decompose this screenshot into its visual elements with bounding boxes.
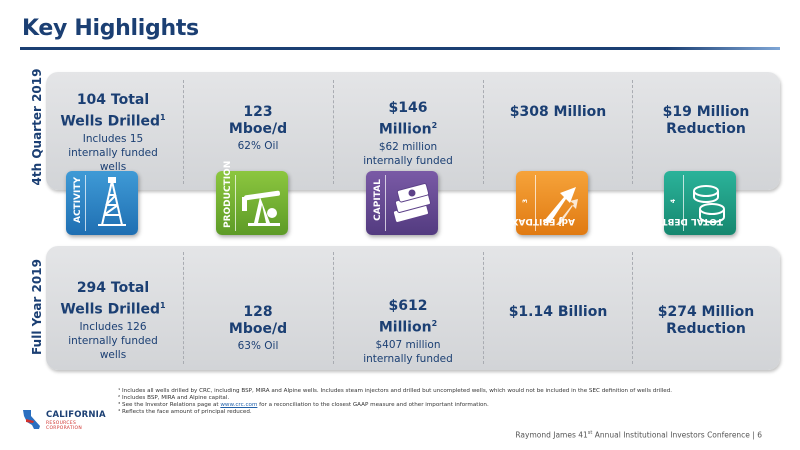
stat-value: 104 Total Wells Drilled <box>60 92 161 130</box>
column-divider <box>632 80 633 184</box>
stat-value: $19 Million Reduction <box>662 104 750 137</box>
stat-detail: 62% Oil <box>237 140 279 152</box>
stat-detail: $407 million internally funded <box>363 338 453 365</box>
page-title: Key Highlights <box>22 16 199 41</box>
debt-tag: TOTAL DEBT 4 <box>661 198 723 226</box>
capital-tag: CAPITAL <box>373 179 383 221</box>
year-band <box>46 246 780 370</box>
column-divider <box>183 252 184 364</box>
california-map-icon <box>23 410 40 429</box>
investor-relations-link[interactable]: www.crc.com <box>220 402 258 408</box>
stat-value: $308 Million <box>509 104 607 120</box>
logo-name: CALIFORNIA <box>46 410 106 420</box>
stat-value: 128 Mboe/d <box>228 304 288 337</box>
quarter-debt-stat: $19 Million Reduction <box>637 104 775 138</box>
footnote-4: ⁴ Reflects the face amount of principal … <box>118 409 252 415</box>
coins-icon <box>693 185 725 223</box>
stat-detail: 63% Oil <box>237 340 279 352</box>
year-ebitdax-stat: $1.14 Billion <box>489 304 627 321</box>
quarter-ebitdax-stat: $308 Million <box>489 104 627 121</box>
activity-tile: ACTIVITY <box>66 171 138 235</box>
money-stack-icon <box>392 183 431 223</box>
production-tag: PRODUCTION <box>223 160 233 228</box>
production-tile: PRODUCTION <box>216 160 288 235</box>
capital-tile: CAPITAL <box>366 171 438 235</box>
stat-detail: Includes 15 internally funded wells <box>68 132 158 173</box>
quarter-production-stat: 123 Mboe/d 62% Oil <box>189 104 327 153</box>
growth-arrows-icon <box>544 187 578 225</box>
ebitdax-tag: Adj EBITDAX 3 <box>511 198 576 226</box>
column-divider <box>333 80 334 184</box>
year-debt-stat: $274 Million Reduction <box>637 304 775 338</box>
stat-value: $146 Million <box>378 100 432 138</box>
year-capital-stat: $612 Million2 $407 million internally fu… <box>339 298 477 366</box>
quarter-row-label: 4th Quarter 2019 <box>30 68 44 186</box>
stat-value: $1.14 Billion <box>508 304 608 320</box>
column-divider <box>483 252 484 364</box>
stat-detail: Includes 126 internally funded wells <box>68 320 158 361</box>
company-logo: CALIFORNIA RESOURCES CORPORATION <box>20 408 112 431</box>
oil-derrick-icon <box>98 177 126 226</box>
quarter-activity-stat: 104 Total Wells Drilled1 Includes 15 int… <box>44 92 182 174</box>
column-divider <box>183 80 184 184</box>
logo-subtitle: RESOURCES CORPORATION <box>46 421 83 431</box>
pump-jack-icon <box>242 190 280 226</box>
quarter-capital-stat: $146 Million2 $62 million internally fun… <box>339 100 477 168</box>
stat-value: $612 Million <box>378 298 432 336</box>
stat-value: 294 Total Wells Drilled <box>60 280 161 318</box>
column-divider <box>483 80 484 184</box>
year-production-stat: 128 Mboe/d 63% Oil <box>189 304 327 353</box>
footnote-1: ¹ Includes all wells drilled by CRC, inc… <box>118 388 673 394</box>
footnote-3: ³ See the Investor Relations page at www… <box>118 402 489 408</box>
stat-value: $274 Million Reduction <box>657 304 755 337</box>
year-activity-stat: 294 Total Wells Drilled1 Includes 126 in… <box>44 280 182 362</box>
activity-tag: ACTIVITY <box>73 176 83 224</box>
debt-tile: TOTAL DEBT 4 <box>661 171 736 235</box>
ebitdax-tile: Adj EBITDAX 3 <box>511 171 588 235</box>
stat-value: 123 Mboe/d <box>228 104 288 137</box>
footnote-2: ² Includes BSP, MIRA and Alpine capital. <box>118 395 230 401</box>
column-divider <box>632 252 633 364</box>
footer-conference: Raymond James 41st Annual Institutional … <box>515 430 762 440</box>
year-row-label: Full Year 2019 <box>30 259 44 355</box>
title-divider <box>20 47 780 50</box>
quarter-band <box>46 72 780 190</box>
footnotes: ¹ Includes all wells drilled by CRC, inc… <box>118 388 778 416</box>
stat-detail: $62 million internally funded <box>363 140 453 167</box>
column-divider <box>333 252 334 364</box>
